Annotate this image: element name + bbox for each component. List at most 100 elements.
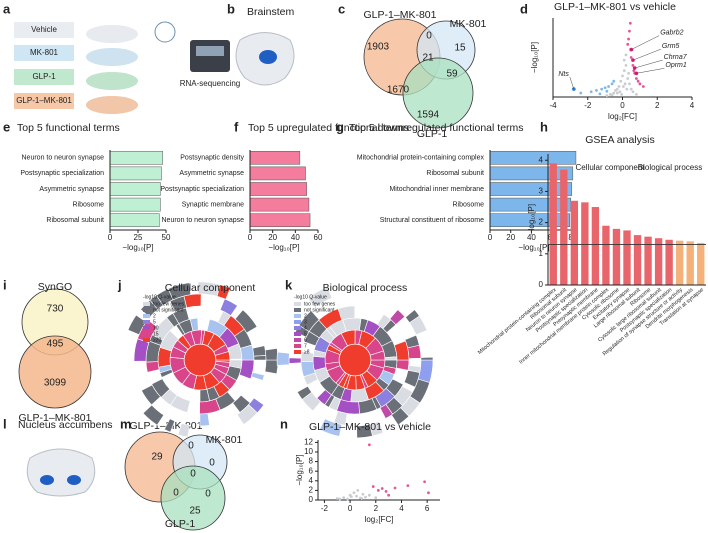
sunburst-segment — [342, 317, 362, 332]
y-tick-label: 4 — [539, 155, 544, 164]
point — [380, 487, 384, 490]
point — [635, 77, 638, 80]
point — [617, 85, 621, 88]
category-label: Neuron to neuron synapse — [162, 217, 245, 224]
venn-count: 29 — [151, 452, 163, 463]
point — [342, 496, 346, 499]
point — [636, 79, 640, 83]
venn-count: 25 — [189, 506, 201, 517]
point — [624, 64, 628, 67]
y-axis-title: −log₁₀[P] — [530, 42, 539, 73]
point — [346, 497, 349, 501]
x-axis-title: log₂[FC] — [365, 515, 394, 524]
bar — [623, 230, 631, 285]
point — [628, 21, 632, 25]
x-tick-label: 0 — [488, 233, 493, 242]
legend-swatch — [294, 332, 301, 336]
category-label: Ribosomal subunit — [426, 170, 484, 177]
sunburst-segment — [417, 359, 434, 383]
mouse — [86, 25, 138, 43]
category-label: Asymmetric synapse — [179, 170, 244, 177]
venn-count: 1594 — [417, 110, 440, 121]
venn-set — [160, 465, 226, 531]
sunburst-segment — [145, 361, 160, 373]
bar — [665, 239, 673, 285]
legend-swatch — [294, 338, 301, 342]
legend-title: -log10 Q-value — [294, 294, 327, 300]
point — [641, 85, 645, 88]
point — [626, 42, 630, 46]
point — [605, 89, 609, 93]
x-tick-label: -4 — [549, 101, 557, 110]
point — [360, 497, 364, 500]
category-label: Ribosomal subunit — [46, 217, 104, 224]
group-label: GLP-1 — [32, 72, 56, 81]
group-box — [14, 69, 74, 85]
venn-count: 495 — [47, 339, 64, 350]
label-leader — [634, 59, 663, 69]
bar — [249, 213, 311, 228]
panel-letter: m — [120, 416, 132, 431]
panel-letter: c — [338, 1, 345, 16]
point — [626, 77, 630, 80]
mouse — [86, 48, 138, 66]
chart-title: Top 5 functional terms — [17, 122, 120, 134]
venn-label: GLP-1–MK-801 — [19, 412, 92, 424]
label-leader — [632, 48, 662, 61]
panel-letter: i — [3, 277, 7, 292]
point-label: Oprm1 — [665, 62, 687, 69]
y-tick-label: 0 — [539, 280, 544, 289]
point-label: Gabrb2 — [660, 29, 683, 36]
panel-letter: e — [3, 119, 10, 134]
x-tick-label: 4 — [690, 101, 695, 110]
venn-count: 0 — [173, 488, 179, 499]
point — [374, 496, 378, 499]
bar — [560, 169, 568, 285]
point — [623, 82, 627, 86]
point — [387, 493, 391, 497]
venn-count: 730 — [47, 304, 64, 315]
x-axis-title: log₂[FC] — [608, 112, 637, 121]
bar — [602, 225, 610, 285]
x-tick-label: 0 — [620, 101, 625, 110]
point — [338, 497, 342, 501]
point — [603, 86, 607, 90]
point — [393, 486, 397, 490]
point — [427, 491, 430, 495]
point — [632, 69, 636, 73]
sunburst-segment — [420, 356, 434, 361]
point — [624, 53, 628, 57]
point — [352, 491, 356, 495]
bar — [686, 241, 694, 285]
venn-label: GLP-1 — [417, 128, 448, 140]
panel-title: Cellular component — [165, 282, 256, 294]
bar — [249, 150, 301, 165]
x-tick-label: 25 — [134, 233, 143, 242]
point — [635, 92, 638, 96]
venn-label: MK-801 — [450, 18, 487, 30]
point — [355, 494, 358, 498]
bar — [644, 236, 652, 285]
x-tick-label: 0 — [248, 233, 253, 242]
x-tick-label: 6 — [425, 504, 430, 513]
point — [612, 79, 616, 83]
panel-letter: k — [285, 277, 293, 292]
chart-title: Top 5 downregulated functional terms — [349, 122, 524, 134]
bar — [249, 182, 307, 196]
brain-outline — [26, 448, 96, 497]
sunburst-segment — [183, 293, 202, 308]
x-tick-label: 50 — [162, 233, 171, 242]
point — [628, 29, 631, 33]
panel-letter: f — [234, 119, 239, 134]
bar — [591, 207, 600, 285]
legend-swatch — [143, 314, 150, 318]
sunburst-segment — [236, 404, 258, 425]
y-axis-title: −log₁₀[P] — [295, 454, 304, 485]
bar — [633, 235, 642, 285]
venn-count: 1670 — [387, 85, 410, 96]
point — [349, 495, 353, 499]
legend-swatch — [143, 326, 150, 330]
panel-letter: l — [3, 416, 7, 431]
x-tick-label: -2 — [321, 504, 329, 513]
bar — [109, 150, 163, 165]
